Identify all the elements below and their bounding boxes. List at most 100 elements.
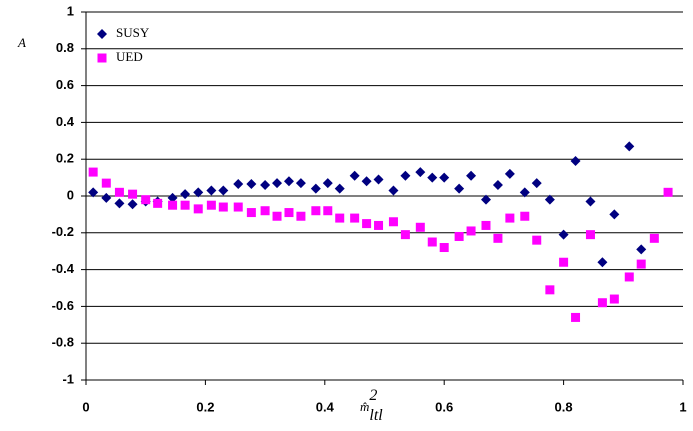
point [415, 167, 426, 178]
point [480, 194, 491, 205]
point [168, 200, 178, 210]
point [427, 237, 437, 247]
point [388, 185, 399, 196]
point [218, 202, 228, 212]
y-tick-label: -0.2 [52, 224, 74, 239]
point [374, 220, 384, 230]
point [180, 189, 191, 200]
x-tick-label: 0.4 [316, 399, 335, 414]
point [260, 179, 271, 190]
point [609, 294, 619, 304]
y-tick-label: 0.6 [56, 77, 74, 92]
point [233, 179, 244, 190]
point [609, 209, 620, 220]
point [335, 213, 345, 223]
point [218, 185, 229, 196]
point [295, 178, 306, 189]
legend-label: SUSY [116, 25, 150, 40]
point [624, 141, 635, 152]
point [283, 176, 294, 187]
point [454, 183, 465, 194]
point [349, 170, 360, 181]
y-tick-label: 0 [67, 187, 74, 202]
point [246, 179, 257, 190]
point [663, 187, 673, 197]
y-tick-label: 0.2 [56, 151, 74, 166]
y-tick-label: -1 [62, 371, 74, 386]
point [649, 233, 659, 243]
legend-label: UED [116, 49, 143, 64]
point [597, 298, 607, 308]
point [624, 272, 634, 282]
x-tick-label: 1 [679, 399, 686, 414]
point [88, 167, 98, 177]
point [141, 195, 151, 205]
point [415, 222, 425, 232]
point [88, 187, 99, 198]
point [361, 176, 372, 187]
point [400, 170, 411, 181]
point [400, 230, 410, 240]
point [322, 178, 333, 189]
point [206, 185, 217, 196]
point [439, 243, 449, 253]
x-tick-label: 0.8 [555, 399, 573, 414]
point [246, 208, 256, 218]
point [296, 211, 306, 221]
point [585, 196, 596, 207]
point [127, 199, 138, 210]
point [114, 198, 125, 209]
x-label-sub: ltl [369, 407, 383, 424]
point [532, 235, 542, 245]
point [206, 200, 216, 210]
point [310, 183, 321, 194]
point [466, 226, 476, 236]
point [101, 178, 111, 188]
point [544, 194, 555, 205]
y-tick-label: 1 [67, 3, 74, 18]
legend-marker [97, 29, 107, 39]
point [466, 170, 477, 181]
point [193, 204, 203, 214]
point [323, 206, 333, 216]
x-label-sup: 2 [369, 387, 377, 404]
point [334, 183, 345, 194]
point [114, 187, 124, 197]
point [128, 189, 138, 199]
point [454, 231, 464, 241]
legend-marker [97, 53, 107, 63]
point [153, 198, 163, 208]
point [167, 192, 178, 203]
y-axis-label: A [17, 35, 26, 50]
point [636, 244, 647, 255]
y-tick-label: 0.8 [56, 40, 74, 55]
point [492, 179, 503, 190]
point [519, 187, 530, 198]
point [570, 156, 581, 167]
point [531, 178, 542, 189]
point [571, 312, 581, 322]
point [504, 168, 515, 179]
point [180, 200, 190, 210]
point [520, 211, 530, 221]
y-tick-label: -0.6 [52, 298, 74, 313]
point [636, 259, 646, 269]
point [427, 172, 438, 183]
point [597, 257, 608, 268]
point [439, 172, 450, 183]
point [272, 178, 283, 189]
point [233, 202, 243, 212]
point [559, 257, 569, 267]
point [558, 229, 569, 240]
point [585, 230, 595, 240]
x-label-base: m̂ [360, 399, 369, 414]
point [493, 233, 503, 243]
x-axis-label: m̂2 ltl [360, 387, 383, 424]
point [193, 187, 204, 198]
x-tick-label: 0.6 [435, 399, 453, 414]
x-tick-label: 0.2 [196, 399, 214, 414]
point [481, 220, 491, 230]
point [284, 208, 294, 218]
point [350, 213, 360, 223]
